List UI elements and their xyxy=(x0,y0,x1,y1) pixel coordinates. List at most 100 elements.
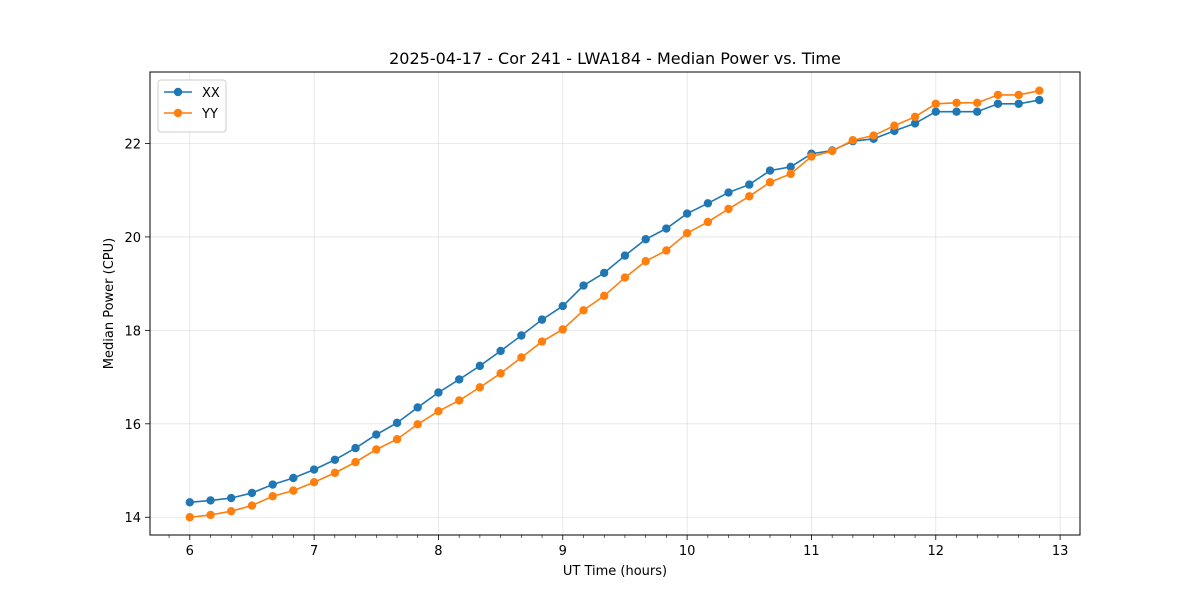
data-point-yy xyxy=(413,420,422,429)
data-point-xx xyxy=(724,188,733,197)
x-tick-label: 8 xyxy=(434,544,442,559)
data-point-xx xyxy=(931,107,940,116)
legend: XX YY xyxy=(157,79,227,133)
data-point-yy xyxy=(869,131,878,140)
data-point-xx xyxy=(330,455,340,464)
data-point-yy xyxy=(662,246,671,255)
data-point-yy xyxy=(475,383,485,392)
data-point-xx xyxy=(372,430,381,439)
data-point-yy xyxy=(1014,90,1023,100)
data-point-yy xyxy=(890,121,899,130)
y-axis-label: Median Power (CPU) xyxy=(102,238,117,369)
legend-marker xyxy=(173,87,183,97)
x-tick-label: 11 xyxy=(803,544,820,559)
data-point-xx xyxy=(641,235,650,244)
x-tick-label: 6 xyxy=(186,544,194,559)
data-point-xx xyxy=(206,496,215,505)
data-point-yy xyxy=(392,435,402,444)
data-point-xx xyxy=(309,465,319,474)
data-point-xx xyxy=(558,301,567,311)
data-point-yy xyxy=(682,228,692,238)
data-point-yy xyxy=(226,506,236,516)
data-point-xx xyxy=(517,331,526,340)
data-point-xx xyxy=(434,388,443,397)
data-point-yy xyxy=(993,90,1003,100)
data-point-xx xyxy=(662,224,671,233)
data-point-xx xyxy=(910,119,920,128)
data-point-yy xyxy=(351,457,360,467)
data-point-yy xyxy=(620,273,630,282)
data-point-xx xyxy=(185,498,194,507)
data-point-yy xyxy=(745,192,754,201)
data-point-yy xyxy=(910,112,920,122)
y-tick-label: 20 xyxy=(124,231,141,246)
series-layer xyxy=(185,86,1044,522)
data-point-yy xyxy=(268,492,277,501)
data-point-xx xyxy=(289,473,298,483)
y-tick-label: 18 xyxy=(124,324,141,339)
data-point-xx xyxy=(226,493,236,503)
data-point-yy xyxy=(724,204,733,214)
data-point-yy xyxy=(372,445,381,454)
data-point-xx xyxy=(351,443,360,453)
data-point-yy xyxy=(848,136,858,145)
legend-label: XX xyxy=(202,86,220,101)
axes-frame xyxy=(149,71,1081,536)
data-point-yy xyxy=(765,178,775,187)
data-point-xx xyxy=(579,281,588,290)
data-point-yy xyxy=(185,513,194,522)
data-point-xx xyxy=(268,480,277,489)
data-point-yy xyxy=(330,468,340,478)
data-point-yy xyxy=(786,169,795,179)
data-point-xx xyxy=(599,268,609,278)
data-point-xx xyxy=(972,107,982,116)
data-point-xx xyxy=(247,488,257,498)
data-point-xx xyxy=(786,162,795,172)
x-tick-label: 7 xyxy=(310,544,318,559)
data-point-xx xyxy=(952,107,961,116)
data-point-yy xyxy=(703,217,713,227)
data-point-yy xyxy=(517,353,526,362)
ticks: 6 7 8 9 10 11 12 13 14 16 18 20 22 xyxy=(124,137,1068,559)
data-point-xx xyxy=(993,99,1003,108)
x-tick-label: 10 xyxy=(679,544,696,559)
data-point-yy xyxy=(309,478,319,487)
x-tick-label: 9 xyxy=(559,544,567,559)
data-point-xx xyxy=(703,199,713,208)
data-point-yy xyxy=(247,501,257,510)
data-point-xx xyxy=(496,346,505,356)
data-point-xx xyxy=(620,251,630,260)
legend-marker xyxy=(173,108,183,118)
data-point-xx xyxy=(392,418,402,428)
data-point-yy xyxy=(599,291,609,300)
data-point-xx xyxy=(765,166,775,175)
data-point-yy xyxy=(558,325,567,334)
series-yy xyxy=(185,86,1044,522)
data-point-xx xyxy=(1014,99,1023,108)
data-point-xx xyxy=(745,180,754,189)
data-point-yy xyxy=(537,337,547,346)
legend-entry-yy: YY xyxy=(164,107,218,122)
x-axis-label: UT Time (hours) xyxy=(563,564,667,579)
data-point-yy xyxy=(807,152,816,161)
data-point-yy xyxy=(206,510,215,520)
data-point-yy xyxy=(972,98,982,108)
data-point-xx xyxy=(413,403,422,412)
legend-label: YY xyxy=(201,107,218,122)
data-point-yy xyxy=(289,486,298,495)
data-point-xx xyxy=(455,375,464,384)
y-tick-label: 22 xyxy=(124,137,141,152)
y-tick-label: 14 xyxy=(124,511,141,526)
data-point-yy xyxy=(496,369,505,378)
data-point-xx xyxy=(475,361,485,371)
data-point-yy xyxy=(434,406,443,416)
data-point-yy xyxy=(455,396,464,405)
data-point-yy xyxy=(641,257,650,266)
chart-title: 2025-04-17 - Cor 241 - LWA184 - Median P… xyxy=(389,49,841,68)
data-point-yy xyxy=(579,306,588,315)
data-point-yy xyxy=(1035,86,1044,95)
grid xyxy=(150,72,1080,535)
data-point-xx xyxy=(537,315,547,324)
data-point-yy xyxy=(952,98,961,108)
